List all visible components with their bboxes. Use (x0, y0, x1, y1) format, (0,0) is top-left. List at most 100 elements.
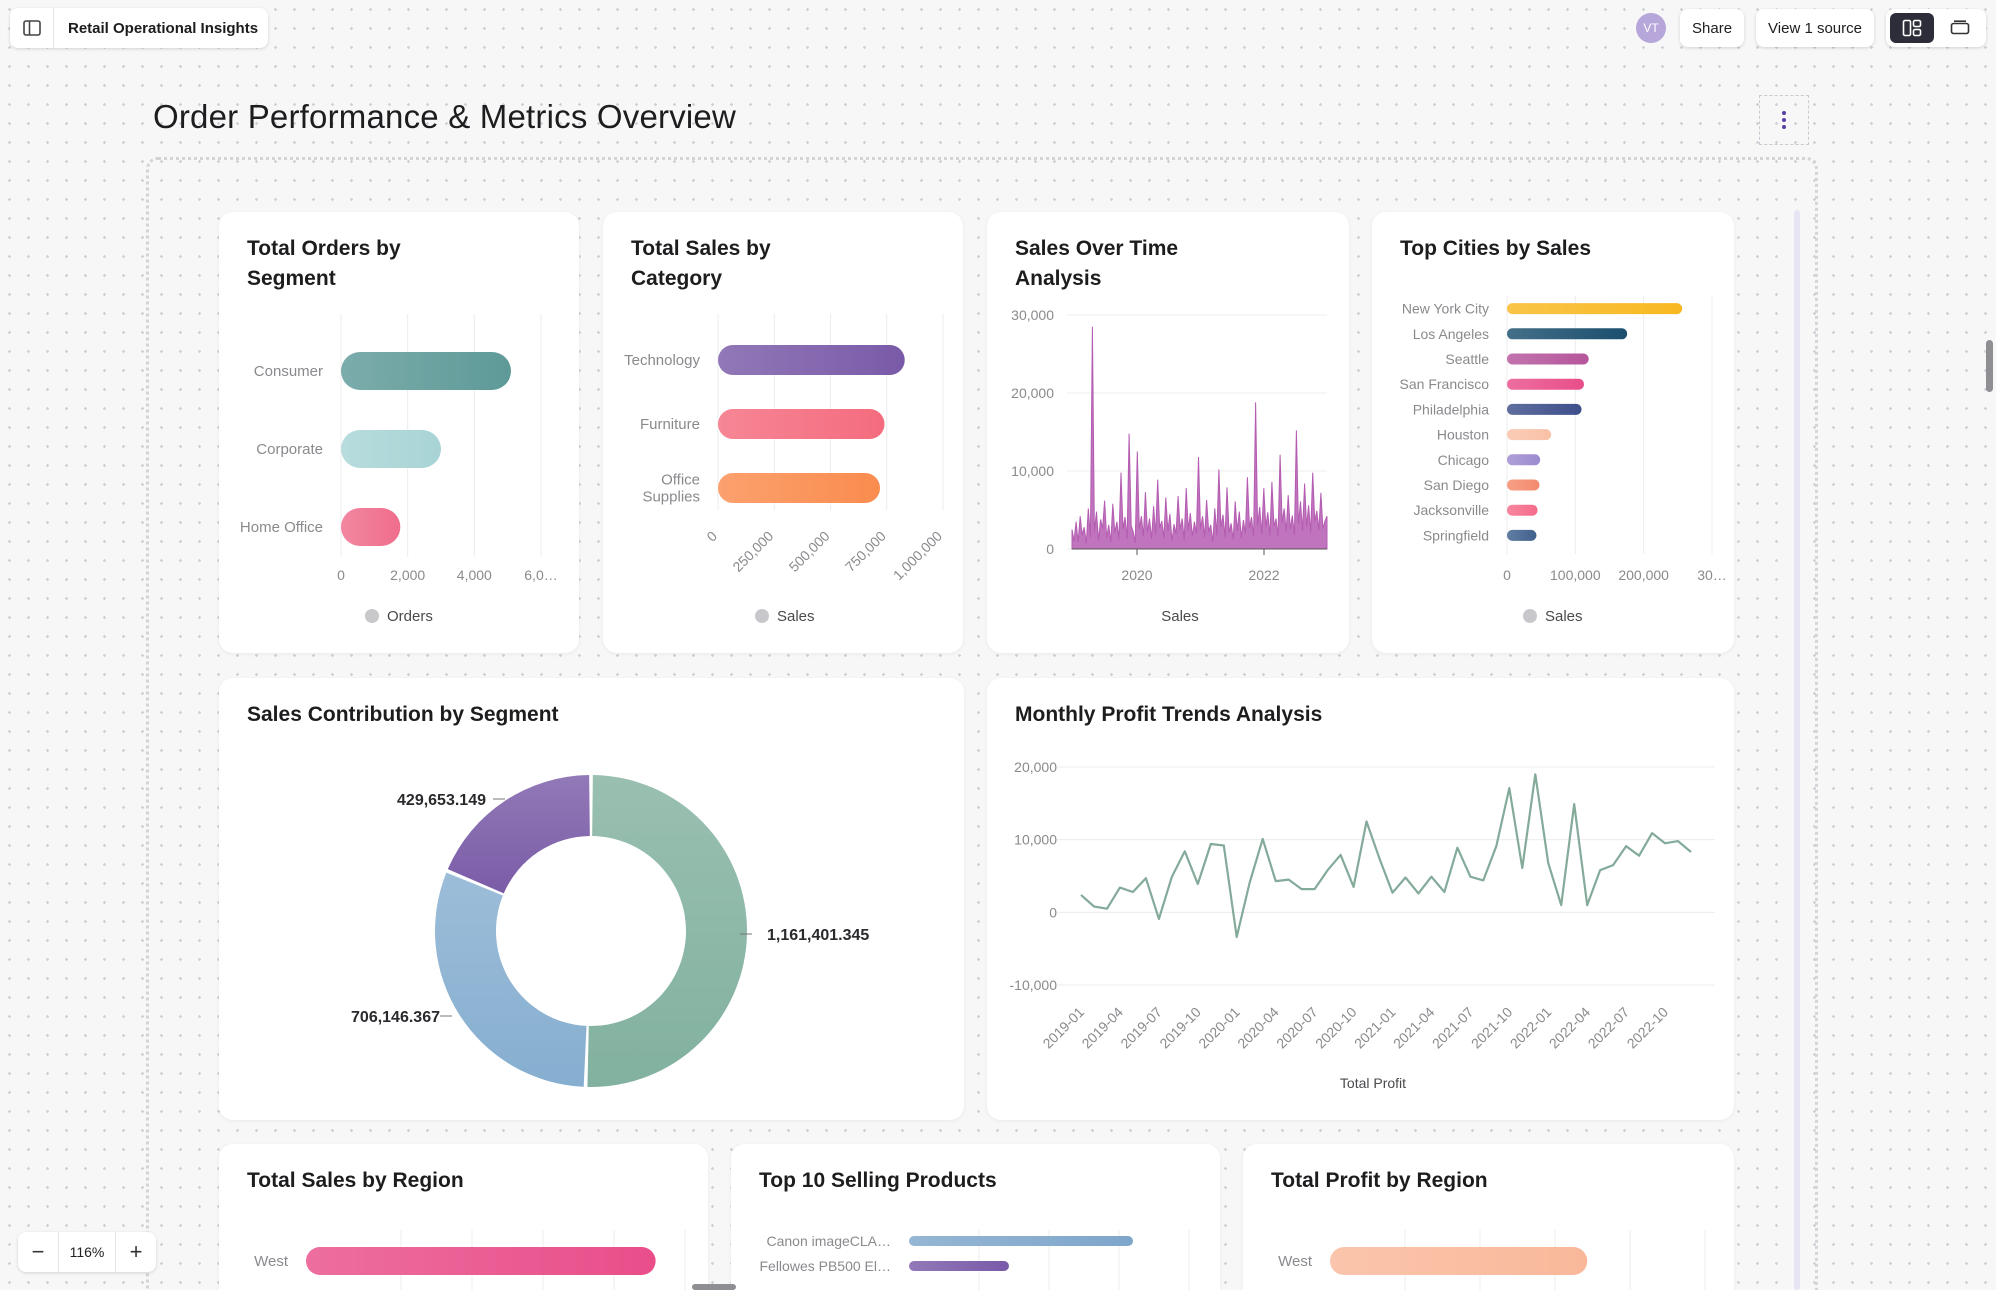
card-title: Top 10 Selling Products (759, 1169, 997, 1192)
legend-label: Orders (387, 608, 433, 625)
dashboard-view-button[interactable] (1890, 13, 1934, 43)
card-title: Sales Contribution by Segment (247, 703, 559, 726)
card-title: Total Sales by Category (631, 237, 771, 290)
slice-value-label: 706,146.367 (351, 1009, 440, 1026)
slides-view-button[interactable] (1938, 13, 1982, 43)
legend-marker (755, 609, 769, 623)
page-title: Order Performance & Metrics Overview (153, 98, 737, 135)
donut-slice (587, 775, 747, 1087)
category-label: New York City (1402, 301, 1489, 317)
dashboard-canvas (146, 157, 1818, 1290)
bar (909, 1236, 1133, 1246)
x-tick-label: 2022-07 (1585, 1004, 1633, 1052)
sidebar-icon (22, 20, 41, 36)
x-tick-label: 2020-01 (1195, 1004, 1243, 1052)
legend-label: Sales (1161, 608, 1199, 625)
y-tick-label: 10,000 (1014, 832, 1057, 848)
slides-icon (1950, 20, 1970, 35)
more-options-button[interactable] (1759, 95, 1809, 145)
category-label: San Diego (1424, 477, 1490, 493)
x-tick-label: 2022 (1248, 567, 1279, 583)
y-tick-label: 20,000 (1014, 759, 1057, 775)
card-top-products[interactable]: Top 10 Selling Products Canon imageCLA… F… (731, 1144, 1220, 1290)
x-tick-label: 2020-10 (1312, 1004, 1360, 1052)
x-tick-label: 2022-01 (1507, 1004, 1555, 1052)
x-tick-label: 4,000 (457, 567, 492, 583)
slice-value-label: 429,653.149 (397, 792, 486, 809)
x-tick-label: 250,000 (729, 528, 776, 575)
x-tick-label: 6,0… (524, 567, 557, 583)
x-tick-label: 2021-01 (1351, 1004, 1399, 1052)
bar (718, 409, 885, 439)
bar (718, 345, 905, 375)
legend-label: Sales (1545, 608, 1583, 625)
category-label: Consumer (254, 363, 323, 380)
resize-handle[interactable] (692, 1284, 736, 1290)
category-label: Fellowes PB500 El… (759, 1258, 891, 1274)
card-title: Total Orders by Segment (247, 237, 401, 290)
x-tick-label: 500,000 (786, 528, 833, 575)
bar (1507, 529, 1537, 541)
share-button[interactable]: Share (1680, 9, 1745, 47)
slice-value-label: 1,161,401.345 (767, 927, 869, 944)
x-tick-label: 100,000 (1550, 567, 1601, 583)
x-tick-label: 750,000 (842, 528, 889, 575)
scrollbar-thumb[interactable] (1986, 340, 1993, 392)
card-sales-over-time[interactable]: Sales Over Time Analysis 30,000 20,000 10,… (987, 212, 1349, 653)
category-label: Corporate (256, 441, 323, 458)
legend-marker (365, 609, 379, 623)
x-tick-label: 2019-01 (1039, 1004, 1087, 1052)
bar (341, 352, 511, 390)
category-label: Technology (624, 352, 700, 369)
donut-slice (435, 872, 587, 1087)
category-label: Office (661, 472, 700, 489)
document-pill: Retail Operational Insights (10, 8, 268, 48)
card-title: Sales Over Time Analysis (1015, 237, 1179, 290)
y-tick-label: -10,000 (1010, 977, 1058, 993)
card-title: Monthly Profit Trends Analysis (1015, 703, 1323, 726)
sales-contribution-chart: 1,161,401.345 706,146.367 429,653.149 (351, 775, 869, 1087)
card-orders-by-segment[interactable]: Total Orders by Segment 0 2,000 4,000 6,0… C… (219, 212, 579, 653)
zoom-in-button[interactable]: + (129, 1239, 143, 1264)
bar (1507, 429, 1552, 441)
bar (1507, 303, 1683, 315)
top-products-chart: Canon imageCLA… Fellowes PB500 El… (759, 1230, 1190, 1290)
x-tick-label: 0 (703, 528, 720, 545)
category-label: Home Office (240, 519, 323, 536)
avatar[interactable]: VT (1636, 13, 1667, 43)
bar (1507, 353, 1589, 365)
x-tick-label: 2019-10 (1156, 1004, 1204, 1052)
category-label: Seattle (1445, 351, 1489, 367)
x-tick-label: 2022-04 (1546, 1004, 1594, 1052)
bar (1507, 479, 1540, 491)
legend-marker (1523, 609, 1537, 623)
card-top-cities[interactable]: Top Cities by Sales 0 100,000 200,000 30… Ne… (1372, 212, 1734, 653)
view-source-button[interactable]: View 1 source (1756, 9, 1874, 47)
card-sales-contribution[interactable]: Sales Contribution by Segment 1,161,401.… (219, 678, 964, 1120)
bar (1507, 454, 1541, 466)
view-toggle (1886, 9, 1986, 47)
category-label: West (1278, 1253, 1313, 1270)
x-tick-label: 1,000,000 (890, 528, 946, 584)
profit-by-region-chart: West (1278, 1230, 1706, 1290)
zoom-out-button[interactable]: − (31, 1239, 45, 1264)
top-right-controls: VT Share View 1 source (1636, 8, 1986, 48)
zoom-control: − 116% + (18, 1232, 156, 1272)
card-profit-by-region[interactable]: Total Profit by Region West (1243, 1144, 1734, 1290)
x-tick-label: 0 (1503, 567, 1511, 583)
card-sales-by-region[interactable]: Total Sales by Region West (219, 1144, 708, 1290)
bar (1507, 403, 1582, 415)
bar (341, 430, 441, 468)
x-tick-label: 2020 (1121, 567, 1152, 583)
resize-rail[interactable] (1794, 210, 1800, 1290)
x-tick-label: 2021-10 (1468, 1004, 1516, 1052)
x-tick-label: 2022-10 (1624, 1004, 1672, 1052)
bar (1507, 378, 1584, 390)
sidebar-toggle-button[interactable] (10, 8, 54, 48)
category-label: San Francisco (1400, 376, 1490, 392)
x-tick-label: 2019-04 (1078, 1004, 1126, 1052)
orders-by-segment-chart: 0 2,000 4,000 6,0… Consumer Corporate Home Off… (240, 314, 558, 625)
card-sales-by-category[interactable]: Total Sales by Category 0 250,000 500,000 7… (603, 212, 963, 653)
card-monthly-profit[interactable]: Monthly Profit Trends Analysis 20,000 10,… (987, 678, 1734, 1120)
card-title: Total Sales by Region (247, 1169, 464, 1192)
